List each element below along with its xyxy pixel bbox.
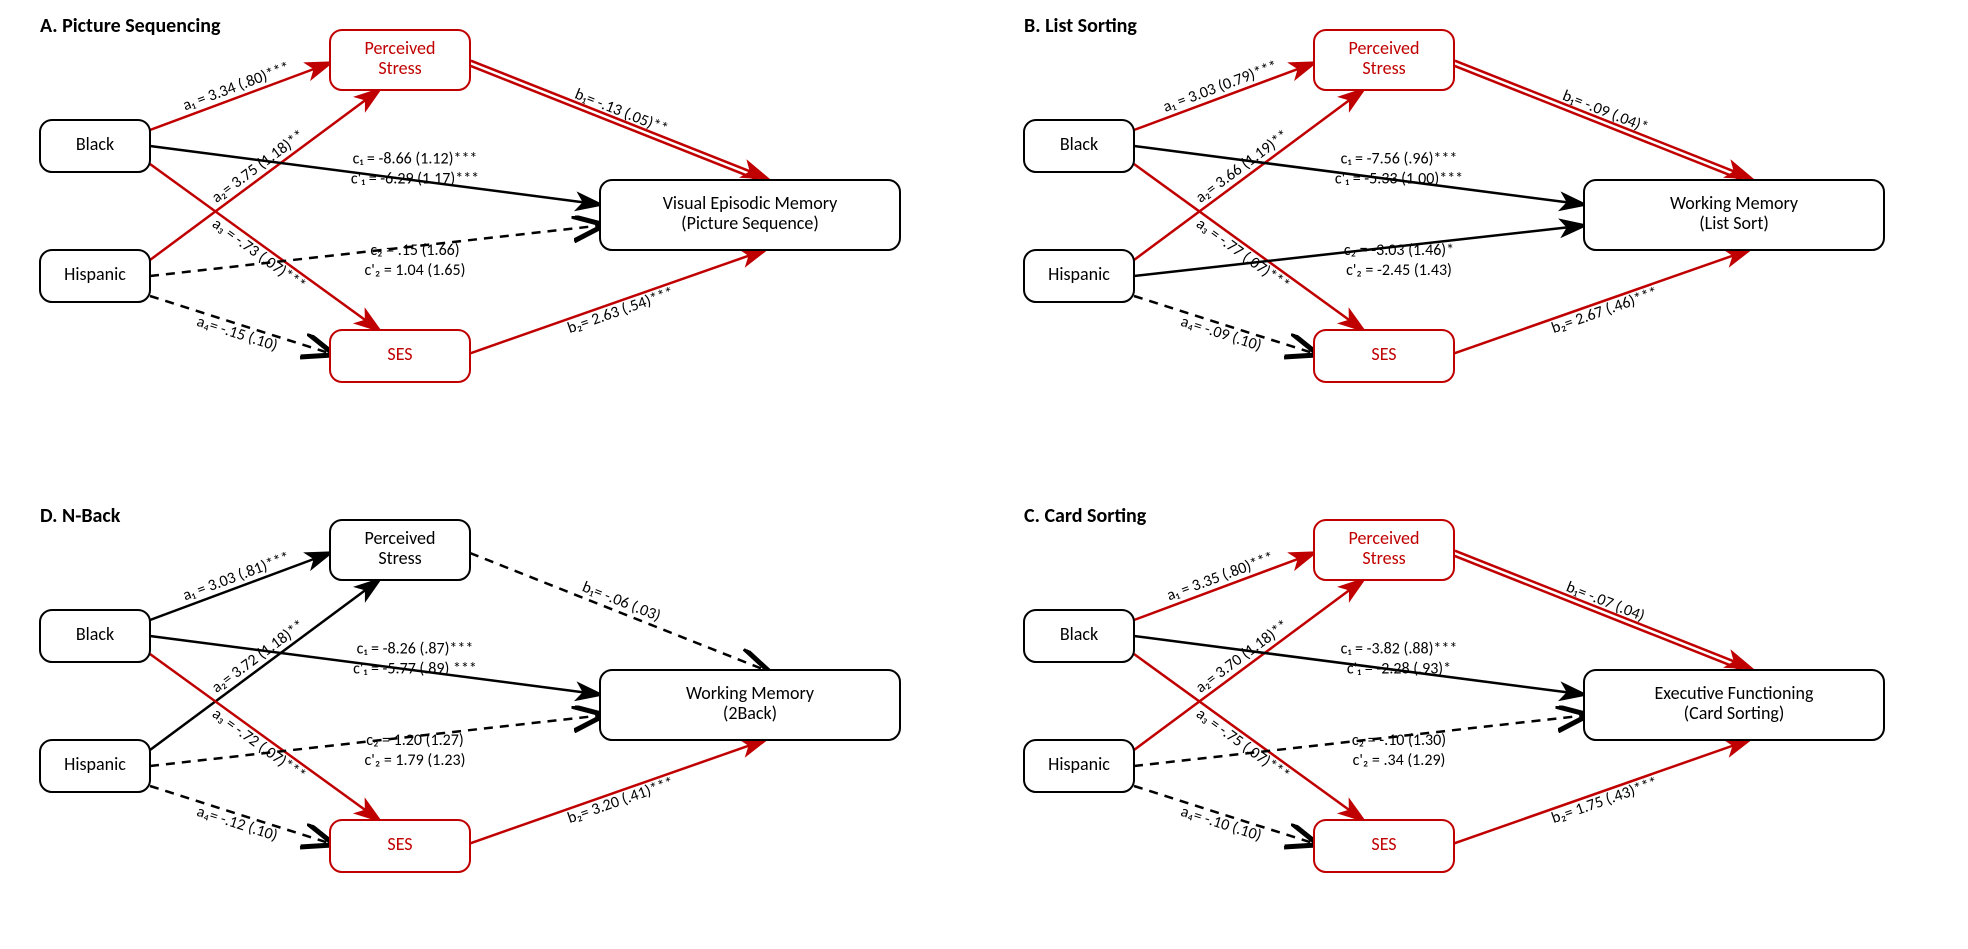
panel-B: B. List Sorting a₁ = 3.03 (0.79)*** a₂= 3.… (1024, 14, 1884, 382)
label-a2: a₂= 3.72 (1.18)** (208, 616, 308, 697)
label-a4: a₄= -.12 (.10) (194, 802, 280, 846)
label-a1: a₁ = 3.03 (0.79)*** (1160, 57, 1280, 117)
node-black-label: Black (1060, 623, 1098, 645)
label-a2-text: a₂= 3.75 (1.18)** (208, 126, 308, 207)
node-outcome-label: Visual Episodic Memory(Picture Sequence) (663, 192, 838, 234)
edge-a2 (1134, 580, 1363, 750)
label-c1: c₁ = -8.66 (1.12)*** (353, 149, 478, 168)
label-a2: a₂= 3.70 (1.18)** (1192, 616, 1292, 697)
label-a3: a₃ = -.72 (.07)*** (208, 704, 309, 784)
label-b2-text: b₂= 1.75 (.43)*** (1549, 773, 1660, 828)
label-c2: c₂ = -.10 (1.30) (1352, 731, 1446, 750)
label-c2p: c'₂ = -2.45 (1.43) (1346, 261, 1452, 280)
label-a3: a₃ = -.75 (.07)*** (1192, 704, 1293, 784)
label-c2p: c'₂ = 1.79 (1.23) (365, 751, 466, 770)
panel-title: A. Picture Sequencing (40, 14, 221, 38)
node-ses-label: SES (1371, 833, 1396, 855)
figure-canvas: A. Picture Sequencing a₁ = 3.34 (.80)*** a… (0, 0, 1968, 949)
edge-a1 (150, 553, 330, 620)
label-a4: a₄= -.09 (.10) (1178, 312, 1264, 356)
label-a4: a₄= -.15 (.10) (194, 312, 280, 356)
panel-C: C. Card Sorting a₁ = 3.35 (.80)*** a₂= 3.7… (1024, 504, 1884, 872)
edge-b1 (1453, 65, 1748, 182)
label-c1p: c'₁ = -2.28 (.93)* (1347, 659, 1451, 678)
label-a4-text: a₄= -.12 (.10) (194, 802, 280, 846)
edge-a1 (1134, 553, 1314, 620)
node-black-label: Black (76, 133, 114, 155)
label-b1: b₁= -.07 (.04) (1563, 578, 1647, 626)
label-b1-text: b₁= -.07 (.04) (1563, 578, 1647, 626)
label-a1: a₁ = 3.35 (.80)*** (1164, 548, 1276, 605)
edge-b1 (469, 65, 764, 182)
label-a1: a₁ = 3.34 (.80)*** (180, 58, 292, 115)
node-hispanic-label: Hispanic (64, 263, 126, 285)
label-a2-text: a₂= 3.70 (1.18)** (1192, 616, 1292, 697)
label-c1: c₁ = -8.26 (.87)*** (357, 639, 474, 658)
label-c1p: c'₁ = -5.33 (1.00)*** (1335, 169, 1463, 188)
label-c2p: c'₂ = .34 (1.29) (1353, 751, 1446, 770)
node-black-label: Black (1060, 133, 1098, 155)
label-a2: a₂= 3.66 (1.19)** (1192, 126, 1292, 207)
node-ses-label: SES (1371, 343, 1396, 365)
label-b2-text: b₂= 2.67 (.46)*** (1549, 283, 1660, 338)
label-a4-text: a₄= -.15 (.10) (194, 312, 280, 356)
panel-title: C. Card Sorting (1024, 504, 1147, 528)
label-a3: a₃ = -.73 (.07)*** (208, 214, 309, 294)
label-a1-text: a₁ = 3.35 (.80)*** (1164, 548, 1276, 605)
label-a3-text: a₃ = -.77 (.07)*** (1192, 214, 1293, 294)
panel-A: A. Picture Sequencing a₁ = 3.34 (.80)*** a… (40, 14, 900, 382)
node-ses-label: SES (387, 833, 412, 855)
label-b2: b₂= 2.67 (.46)*** (1549, 283, 1660, 338)
label-b2: b₂= 3.20 (.41)*** (565, 773, 676, 828)
label-a3-text: a₃ = -.72 (.07)*** (208, 704, 309, 784)
label-b2: b₂= 1.75 (.43)*** (1549, 773, 1660, 828)
node-black-label: Black (76, 623, 114, 645)
edge-a2 (150, 580, 379, 750)
label-c2p: c'₂ = 1.04 (1.65) (365, 261, 466, 280)
label-a1-text: a₁ = 3.03 (.81)*** (180, 548, 292, 605)
panel-title: D. N-Back (40, 504, 121, 528)
label-a3-text: a₃ = -.73 (.07)*** (208, 214, 309, 294)
label-a3: a₃ = -.77 (.07)*** (1192, 214, 1293, 294)
label-a2-text: a₂= 3.66 (1.19)** (1192, 126, 1292, 207)
label-a3-text: a₃ = -.75 (.07)*** (1192, 704, 1293, 784)
panel-title: B. List Sorting (1024, 14, 1137, 38)
node-ses-label: SES (387, 343, 412, 365)
label-a4-text: a₄= -.09 (.10) (1178, 312, 1264, 356)
label-a1-text: a₁ = 3.03 (0.79)*** (1160, 57, 1280, 117)
edge-b1 (1453, 555, 1748, 672)
panel-D: D. N-Back a₁ = 3.03 (.81)*** a₂= 3.72 (1.1… (40, 504, 900, 872)
edge-a1 (150, 63, 330, 130)
label-c1p: c'₁ = -6.29 (1.17)*** (351, 169, 479, 188)
node-hispanic-label: Hispanic (1048, 753, 1110, 775)
edge-a1 (1134, 63, 1314, 130)
label-b2-text: b₂= 3.20 (.41)*** (565, 773, 676, 828)
label-c2: c₂ = -3.03 (1.46)* (1344, 241, 1454, 260)
label-b2: b₂= 2.63 (.54)*** (565, 283, 676, 338)
label-c1: c₁ = -3.82 (.88)*** (1341, 639, 1458, 658)
label-c2: c₂ = .15 (1.66) (370, 241, 459, 260)
label-c1p: c'₁ = -5.77 (.89) *** (353, 659, 477, 678)
label-c1: c₁ = -7.56 (.96)*** (1341, 149, 1458, 168)
label-a4: a₄= -.10 (.10) (1178, 802, 1264, 846)
label-b2-text: b₂= 2.63 (.54)*** (565, 283, 676, 338)
label-a4-text: a₄= -.10 (.10) (1178, 802, 1264, 846)
label-a1: a₁ = 3.03 (.81)*** (180, 548, 292, 605)
node-hispanic-label: Hispanic (1048, 263, 1110, 285)
label-a2-text: a₂= 3.72 (1.18)** (208, 616, 308, 697)
node-hispanic-label: Hispanic (64, 753, 126, 775)
label-a1-text: a₁ = 3.34 (.80)*** (180, 58, 292, 115)
edge-b1 (470, 553, 765, 670)
edge-a2 (150, 90, 379, 260)
label-a2: a₂= 3.75 (1.18)** (208, 126, 308, 207)
label-c2: c₂ = 1.20 (1.27) (366, 731, 463, 750)
